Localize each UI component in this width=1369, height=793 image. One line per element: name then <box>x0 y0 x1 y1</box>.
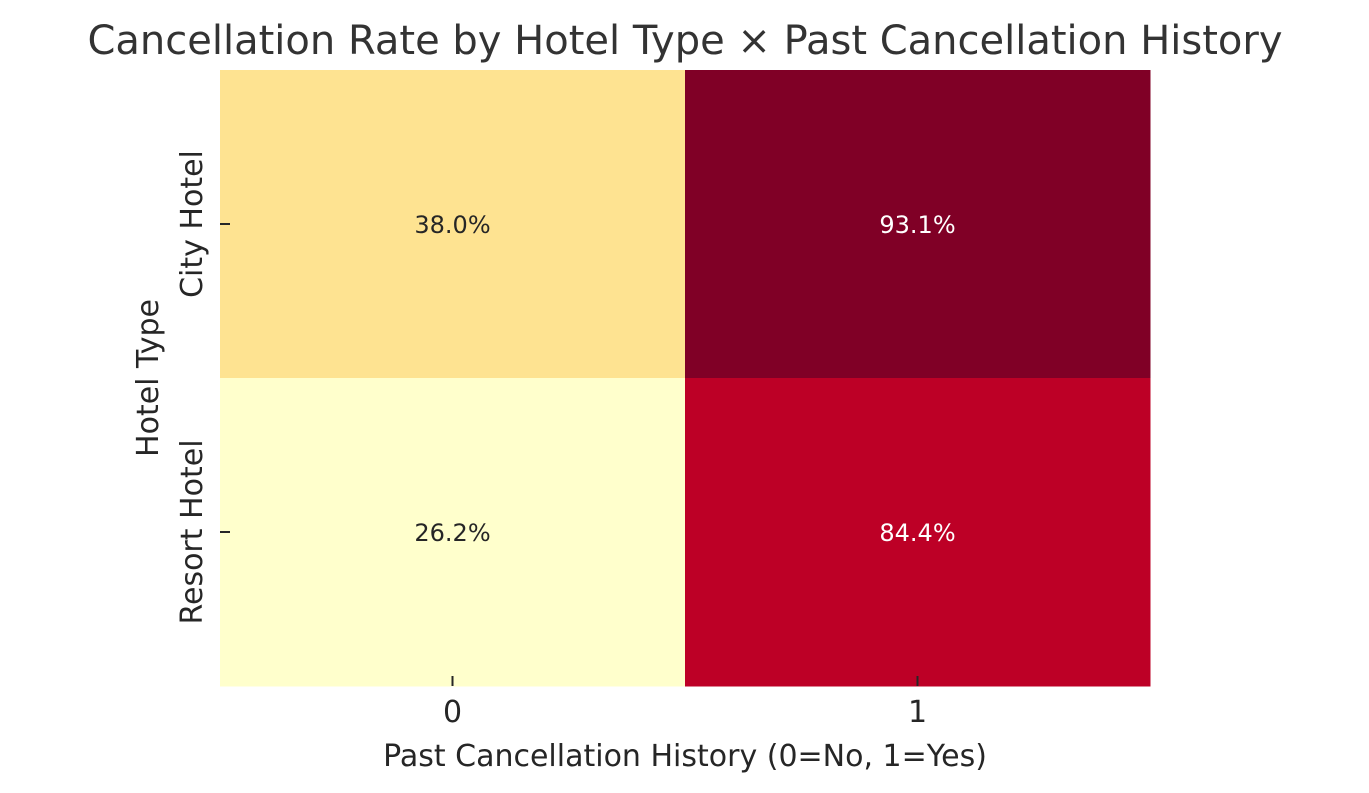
y-axis-ticks: City Hotel Resort Hotel <box>175 150 230 625</box>
x-tick-label: 1 <box>908 695 927 730</box>
heatmap-cell <box>220 378 686 687</box>
cell-value-label: 26.2% <box>414 519 490 547</box>
heatmap-cell <box>685 378 1151 687</box>
y-axis-label: Hotel Type <box>131 299 166 457</box>
chart-title: Cancellation Rate by Hotel Type × Past C… <box>87 18 1282 64</box>
heatmap-cell <box>685 70 1151 379</box>
heatmap-cell <box>220 70 686 379</box>
y-tick-label: City Hotel <box>175 150 210 298</box>
cell-value-label: 38.0% <box>414 211 490 239</box>
x-axis-label: Past Cancellation History (0=No, 1=Yes) <box>383 739 987 774</box>
heatmap-cell-labels: 38.0% 93.1% 26.2% 84.4% <box>414 211 955 547</box>
cell-value-label: 93.1% <box>879 211 955 239</box>
cell-value-label: 84.4% <box>879 519 955 547</box>
y-tick-label: Resort Hotel <box>175 439 210 624</box>
heatmap-cells <box>220 70 1151 687</box>
x-tick-label: 0 <box>443 695 462 730</box>
